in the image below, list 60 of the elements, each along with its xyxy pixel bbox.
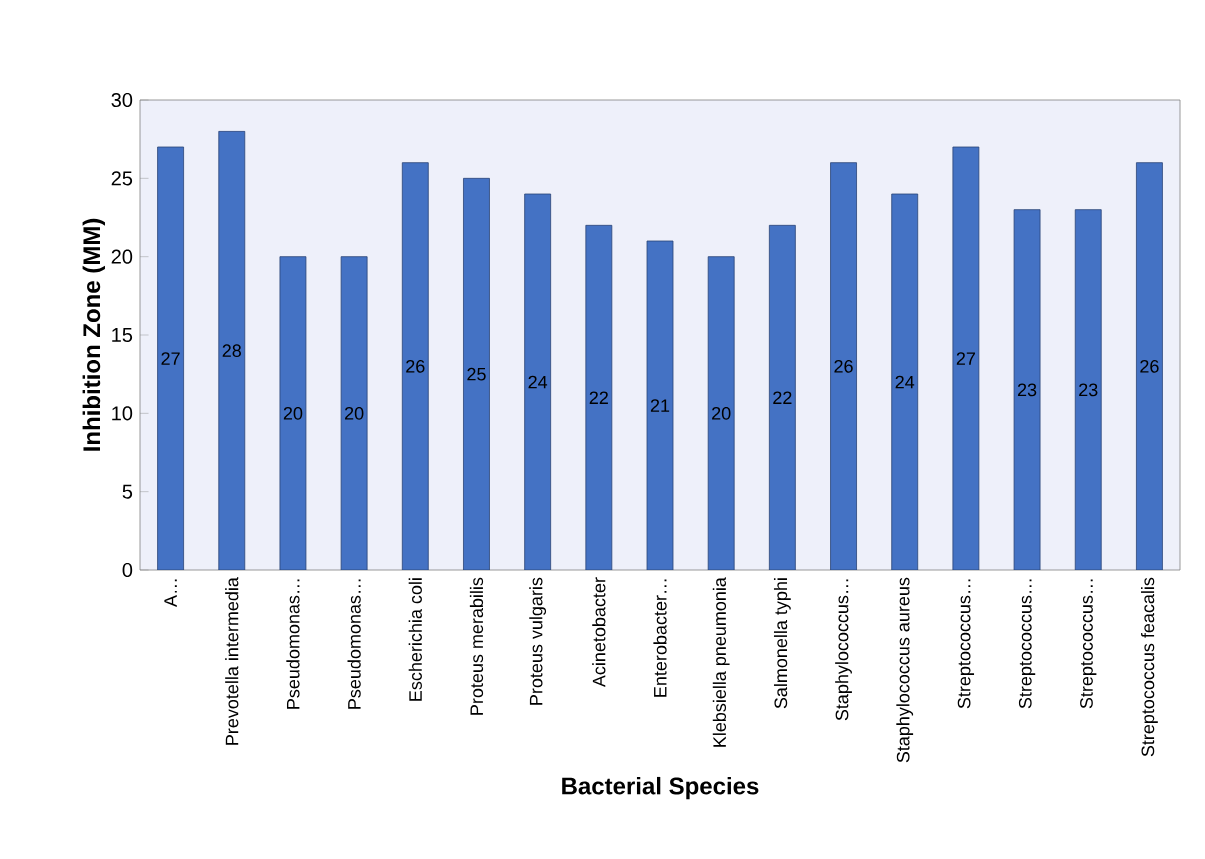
data-label: 26 bbox=[406, 359, 425, 373]
data-label: 22 bbox=[773, 391, 792, 404]
bar bbox=[1136, 162, 1163, 571]
bar bbox=[157, 146, 184, 571]
x-tick-label: Enterobacter… bbox=[653, 579, 667, 697]
y-tick-label: 15 bbox=[112, 328, 133, 342]
x-tick-label: Streptococcus… bbox=[1080, 579, 1097, 709]
y-tick-label: 10 bbox=[112, 406, 133, 421]
data-label: 28 bbox=[222, 344, 241, 358]
x-tick-label: A… bbox=[164, 579, 177, 608]
data-label: 26 bbox=[1140, 359, 1159, 373]
x-tick-label: Proteus merabilis bbox=[469, 577, 484, 715]
bar bbox=[585, 224, 613, 571]
x-tick-label: Pseudomonas… bbox=[347, 579, 361, 709]
data-label: 20 bbox=[345, 406, 364, 420]
y-tick-label: 5 bbox=[122, 484, 133, 499]
y-tick-label: 20 bbox=[111, 249, 133, 264]
data-label: 25 bbox=[467, 367, 486, 381]
data-label: 20 bbox=[712, 406, 731, 420]
x-tick-label: Acinetobacter bbox=[592, 577, 606, 688]
bar bbox=[891, 193, 919, 571]
x-tick-label: Streptococcus feacalis bbox=[1141, 577, 1158, 757]
y-axis-title: Inhibition Zone (MM) bbox=[82, 218, 105, 451]
x-tick-label: Prevotella intermedia bbox=[225, 577, 239, 745]
data-label: 21 bbox=[650, 399, 670, 412]
data-label: 27 bbox=[956, 352, 975, 365]
bar bbox=[524, 193, 552, 571]
x-tick-label: Klebsiella pneumonia bbox=[712, 577, 730, 747]
x-tick-label: Proteus vulgaris bbox=[529, 577, 547, 705]
bar bbox=[768, 224, 796, 571]
bar bbox=[218, 130, 246, 571]
x-tick-label: Streptococcus… bbox=[957, 579, 975, 709]
data-label: 24 bbox=[528, 375, 548, 389]
x-tick-label: Escherichia coli bbox=[408, 578, 422, 701]
data-label: 23 bbox=[1017, 383, 1037, 397]
bar bbox=[340, 256, 368, 571]
bar bbox=[1074, 209, 1102, 571]
data-label: 27 bbox=[161, 352, 180, 365]
data-label: 24 bbox=[895, 375, 915, 389]
x-tick-label: Salmonella typhi bbox=[773, 578, 791, 709]
x-tick-label: Staphylococcus… bbox=[835, 579, 852, 721]
x-axis-title: Bacterial Species bbox=[562, 776, 759, 800]
bar bbox=[952, 146, 980, 571]
bar bbox=[830, 162, 857, 571]
bar bbox=[646, 240, 674, 571]
y-tick-label: 30 bbox=[111, 92, 133, 108]
x-tick-label: Streptococcus… bbox=[1018, 579, 1036, 709]
bar bbox=[1013, 209, 1041, 571]
data-label: 23 bbox=[1079, 383, 1098, 397]
data-label: 26 bbox=[834, 359, 853, 373]
y-tick-label: 25 bbox=[111, 171, 133, 186]
x-tick-label: Staphylococcus aureus bbox=[896, 577, 914, 763]
data-label: 20 bbox=[283, 406, 303, 420]
bar bbox=[401, 162, 429, 571]
bar bbox=[707, 256, 735, 571]
data-label: 22 bbox=[589, 391, 608, 404]
x-tick-label: Pseudomonas… bbox=[286, 579, 300, 709]
bar bbox=[279, 256, 307, 571]
bar bbox=[463, 177, 490, 571]
y-tick-label: 0 bbox=[122, 562, 133, 578]
